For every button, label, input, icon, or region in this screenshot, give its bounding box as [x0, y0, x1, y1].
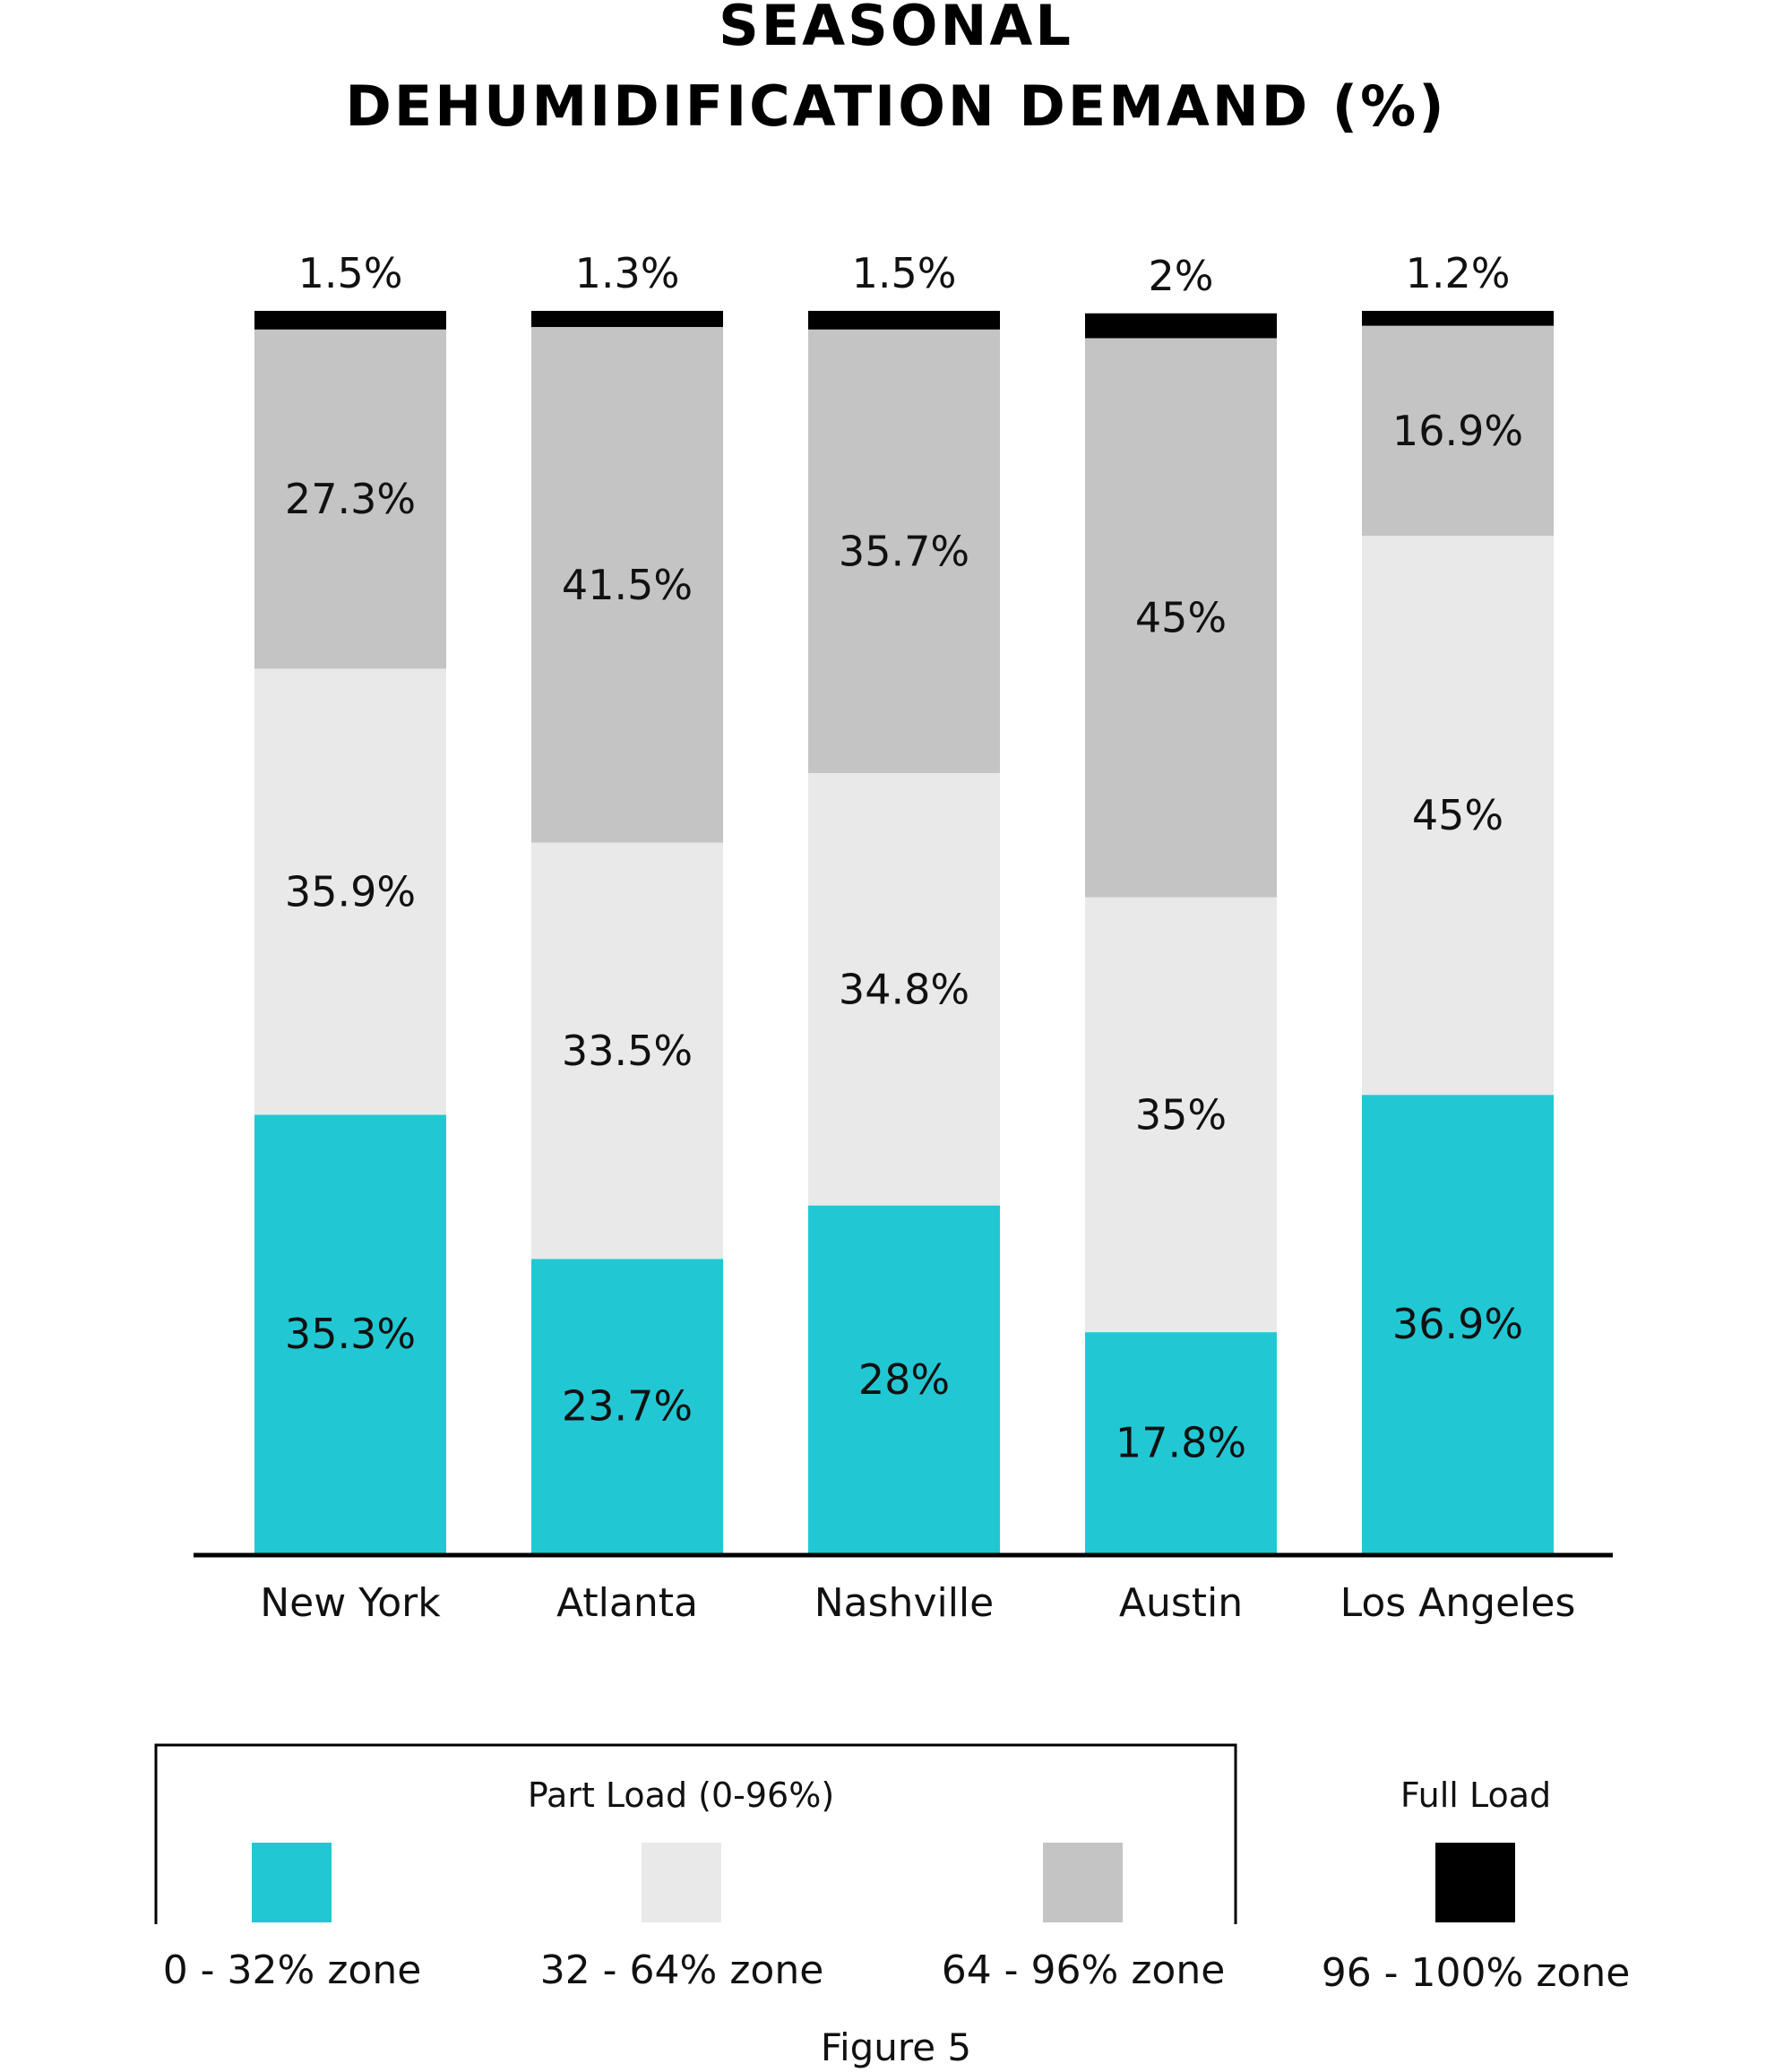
bar-segment-austin-zone2 — [1085, 897, 1277, 1333]
data-label-los-angeles-zone4: 1.2% — [1406, 249, 1511, 297]
data-label-new-york-zone3: 27.3% — [285, 475, 416, 523]
data-label-austin-zone2: 35% — [1135, 1090, 1227, 1139]
data-label-nashville-zone2: 34.8% — [839, 965, 969, 1013]
bar-segment-los-angeles-zone3 — [1362, 325, 1554, 537]
data-label-new-york-zone2: 35.9% — [285, 867, 416, 916]
figure-caption: Figure 5 — [821, 2025, 971, 2069]
bar-segment-new-york-zone1 — [254, 1114, 446, 1553]
legend-label-0-32-zone: 0 - 32% zone — [163, 1947, 422, 1993]
legend-swatch-96-100-zone — [1435, 1843, 1515, 1922]
data-label-new-york-zone1: 35.3% — [285, 1310, 416, 1358]
bar-segment-atlanta-zone1 — [531, 1259, 723, 1553]
bar-segment-austin-zone3 — [1085, 338, 1277, 898]
data-label-atlanta-zone3: 41.5% — [562, 561, 693, 609]
data-label-los-angeles-zone1: 36.9% — [1392, 1300, 1523, 1348]
bar-segment-new-york-zone2 — [254, 668, 446, 1115]
legend-swatch-0-32-zone — [252, 1843, 332, 1922]
category-label-new-york: New York — [260, 1580, 441, 1626]
data-label-atlanta-zone1: 23.7% — [562, 1382, 693, 1431]
category-label-austin: Austin — [1119, 1580, 1243, 1626]
bar-segment-austin-zone1 — [1085, 1332, 1277, 1553]
data-label-nashville-zone3: 35.7% — [839, 527, 969, 575]
data-label-austin-zone4: 2% — [1149, 252, 1214, 300]
legend-label-32-64-zone: 32 - 64% zone — [540, 1947, 824, 1993]
legend-full-load-label: Full Load — [1400, 1775, 1551, 1815]
data-label-los-angeles-zone3: 16.9% — [1392, 407, 1523, 455]
data-label-new-york-zone4: 1.5% — [298, 249, 403, 297]
bar-segment-austin-zone4 — [1085, 313, 1277, 339]
bar-segment-atlanta-zone3 — [531, 327, 723, 843]
data-label-austin-zone3: 45% — [1135, 594, 1227, 642]
category-labels-group: New York Atlanta Nashville Austin Los Angele… — [260, 1580, 1575, 1626]
legend-part-load-label: Part Load (0-96%) — [528, 1775, 834, 1815]
category-label-los-angeles: Los Angeles — [1340, 1580, 1576, 1626]
legend-swatch-32-64-zone — [642, 1843, 721, 1922]
legend-label-64-96-zone: 64 - 96% zone — [942, 1947, 1226, 1993]
chart-title-line-2: DEHUMIDIFICATION DEMAND (%) — [345, 73, 1446, 139]
bar-segment-new-york-zone4 — [254, 311, 446, 330]
data-label-austin-zone1: 17.8% — [1116, 1419, 1246, 1467]
bar-segment-new-york-zone3 — [254, 329, 446, 669]
data-label-nashville-zone1: 28% — [858, 1355, 950, 1404]
bar-segment-los-angeles-zone4 — [1362, 311, 1554, 326]
chart-title-line-1: SEASONAL — [719, 0, 1073, 58]
bar-segment-nashville-zone4 — [808, 311, 1000, 330]
category-label-nashville: Nashville — [814, 1580, 994, 1626]
bar-segment-nashville-zone2 — [808, 772, 1000, 1206]
bar-segment-atlanta-zone4 — [531, 311, 723, 328]
bar-segment-nashville-zone3 — [808, 329, 1000, 773]
legend-label-96-100-zone: 96 - 100% zone — [1322, 1950, 1631, 1996]
category-label-atlanta: Atlanta — [556, 1580, 698, 1626]
bar-segment-nashville-zone1 — [808, 1205, 1000, 1553]
bars-group: 35.3% 35.9% 27.3% 1.5% 23.7% 33.5% 41.5% 1.3% 28… — [254, 249, 1554, 1553]
data-label-atlanta-zone2: 33.5% — [562, 1027, 693, 1075]
bar-segment-los-angeles-zone1 — [1362, 1095, 1554, 1553]
data-label-atlanta-zone4: 1.3% — [575, 249, 680, 297]
bar-segment-atlanta-zone2 — [531, 842, 723, 1260]
bar-segment-los-angeles-zone2 — [1362, 536, 1554, 1096]
data-label-nashville-zone4: 1.5% — [852, 249, 957, 297]
legend-part-load-bracket — [154, 1743, 1237, 1924]
legend-swatch-64-96-zone — [1043, 1843, 1123, 1922]
data-label-los-angeles-zone2: 45% — [1412, 791, 1503, 839]
